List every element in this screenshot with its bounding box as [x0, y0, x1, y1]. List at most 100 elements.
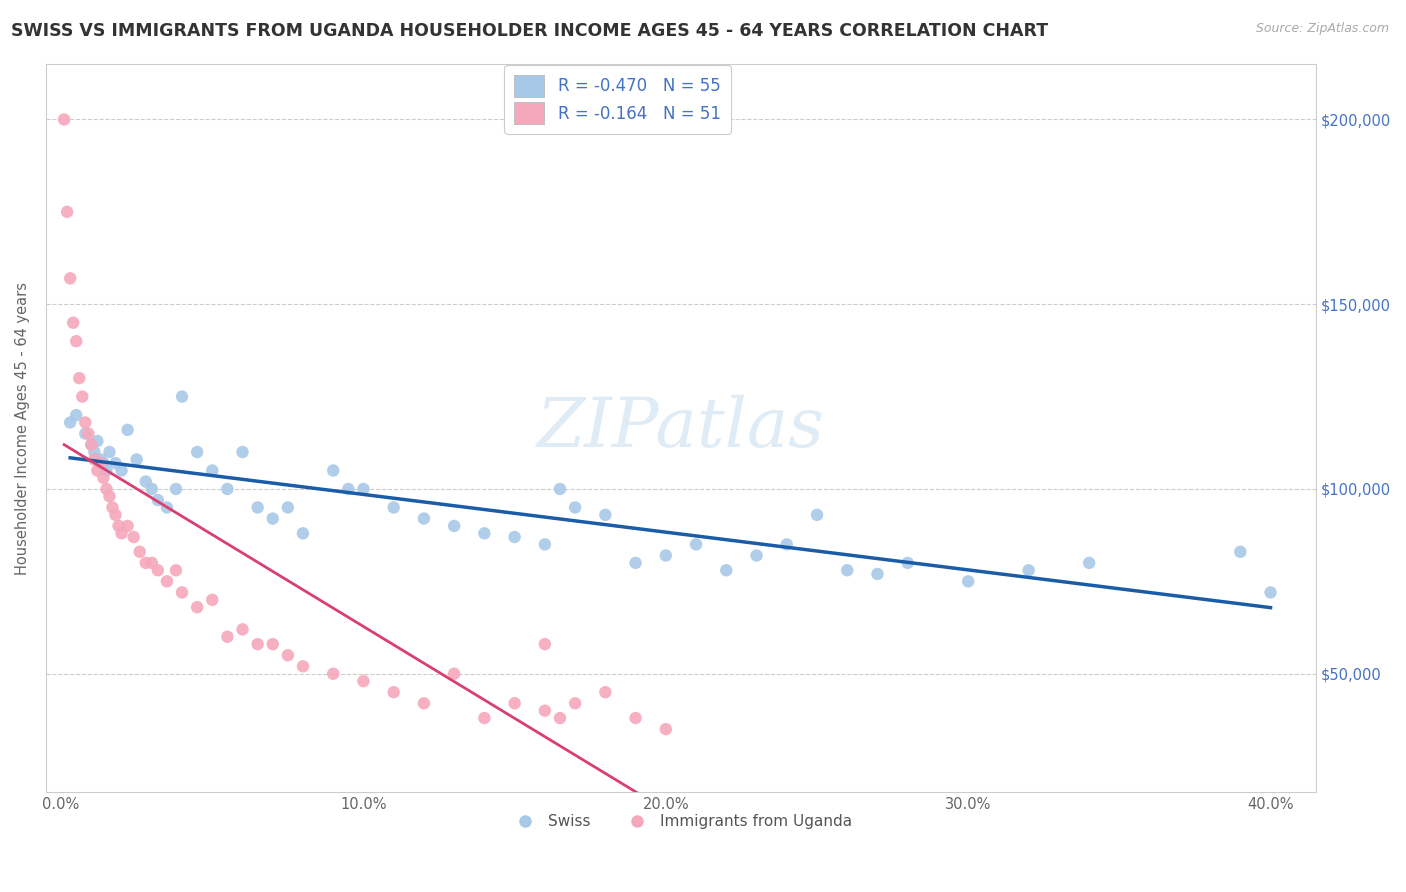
Point [322, 666, 344, 681]
Point [86, 463, 108, 477]
Point [86, 434, 108, 448]
Point [277, 648, 299, 663]
Point [291, 659, 314, 673]
Point [595, 508, 617, 522]
Point [186, 445, 208, 459]
Point [382, 685, 405, 699]
Point [564, 696, 586, 710]
Point [146, 493, 169, 508]
Point [337, 482, 360, 496]
Point [866, 566, 889, 581]
Point [277, 500, 299, 515]
Point [141, 482, 163, 496]
Point [98, 445, 121, 459]
Point [96, 482, 118, 496]
Point [72, 390, 94, 404]
Legend: Swiss, Immigrants from Uganda: Swiss, Immigrants from Uganda [503, 808, 858, 835]
Point [201, 463, 224, 477]
Point [77, 426, 100, 441]
Point [564, 500, 586, 515]
Point [474, 711, 496, 725]
Point [125, 452, 148, 467]
Point [595, 685, 617, 699]
Point [534, 537, 557, 551]
Point [93, 456, 115, 470]
Point [474, 526, 496, 541]
Point [65, 334, 87, 348]
Point [75, 416, 97, 430]
Point [655, 722, 678, 736]
Point [443, 519, 465, 533]
Point [165, 482, 187, 496]
Point [655, 549, 678, 563]
Point [83, 452, 105, 467]
Point [59, 416, 82, 430]
Point [110, 463, 132, 477]
Point [534, 637, 557, 651]
Point [107, 519, 129, 533]
Point [53, 112, 76, 127]
Point [1229, 545, 1251, 559]
Point [104, 456, 127, 470]
Point [135, 556, 157, 570]
Point [957, 574, 980, 589]
Point [98, 489, 121, 503]
Point [201, 592, 224, 607]
Point [217, 482, 239, 496]
Point [128, 545, 150, 559]
Point [110, 526, 132, 541]
Point [104, 508, 127, 522]
Point [89, 456, 111, 470]
Point [156, 500, 179, 515]
Point [89, 452, 111, 467]
Point [59, 271, 82, 285]
Point [135, 475, 157, 489]
Point [745, 549, 768, 563]
Point [117, 423, 139, 437]
Point [56, 205, 79, 219]
Point [291, 526, 314, 541]
Point [716, 563, 738, 577]
Point [262, 511, 284, 525]
Point [170, 390, 193, 404]
Point [231, 445, 253, 459]
Text: Source: ZipAtlas.com: Source: ZipAtlas.com [1256, 22, 1389, 36]
Text: ZIPatlas: ZIPatlas [537, 394, 825, 461]
Point [67, 371, 90, 385]
Point [624, 711, 647, 725]
Point [1078, 556, 1101, 570]
Point [217, 630, 239, 644]
Point [65, 408, 87, 422]
Point [75, 426, 97, 441]
Point [156, 574, 179, 589]
Point [122, 530, 145, 544]
Point [685, 537, 707, 551]
Point [231, 623, 253, 637]
Point [170, 585, 193, 599]
Point [443, 666, 465, 681]
Point [93, 471, 115, 485]
Point [548, 711, 571, 725]
Point [1260, 585, 1282, 599]
Point [80, 437, 103, 451]
Point [262, 637, 284, 651]
Point [246, 637, 269, 651]
Text: SWISS VS IMMIGRANTS FROM UGANDA HOUSEHOLDER INCOME AGES 45 - 64 YEARS CORRELATIO: SWISS VS IMMIGRANTS FROM UGANDA HOUSEHOL… [11, 22, 1049, 40]
Point [503, 530, 526, 544]
Point [101, 500, 124, 515]
Point [624, 556, 647, 570]
Point [413, 696, 436, 710]
Point [353, 482, 375, 496]
Point [837, 563, 859, 577]
Point [146, 563, 169, 577]
Point [117, 519, 139, 533]
Point [62, 316, 84, 330]
Point [503, 696, 526, 710]
Y-axis label: Householder Income Ages 45 - 64 years: Householder Income Ages 45 - 64 years [15, 282, 30, 574]
Point [413, 511, 436, 525]
Point [353, 674, 375, 689]
Point [548, 482, 571, 496]
Point [897, 556, 920, 570]
Point [246, 500, 269, 515]
Point [806, 508, 828, 522]
